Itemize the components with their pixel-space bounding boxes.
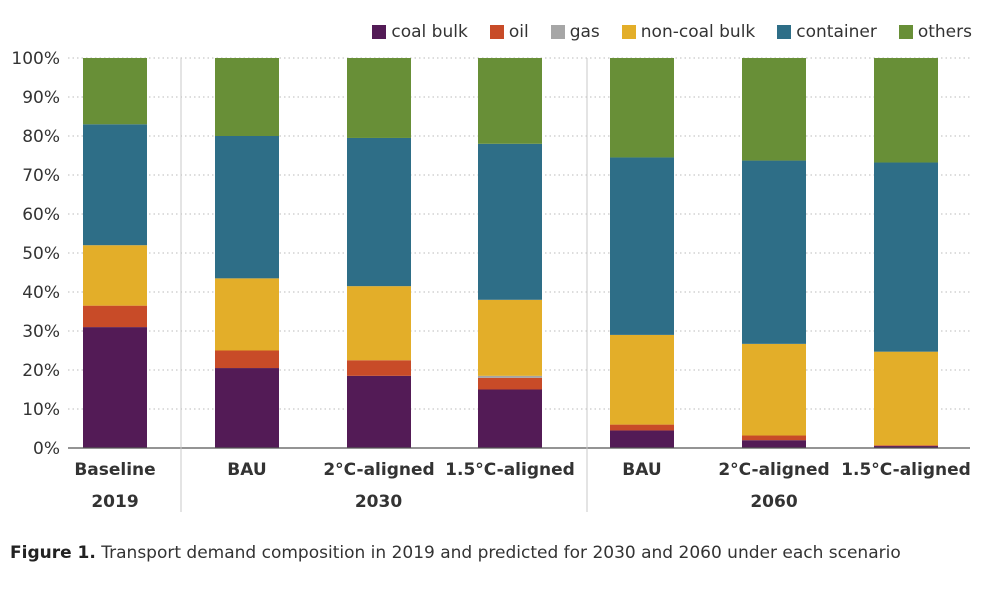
group-label: 2019 <box>91 492 138 512</box>
bar-segment-oil <box>610 424 674 431</box>
legend-item: coal bulk <box>372 22 468 42</box>
y-tick-label: 100% <box>11 49 60 69</box>
x-tick-label: BAU <box>622 460 661 480</box>
legend-item: gas <box>550 22 600 42</box>
bar-segment-container <box>742 160 806 344</box>
bar-segment-oil <box>742 435 806 441</box>
bar-segment-others <box>742 58 806 161</box>
bar-segment-non-coal-bulk <box>215 278 279 351</box>
figure-caption-text: Transport demand composition in 2019 and… <box>95 543 901 563</box>
bar-segment-container <box>610 157 674 335</box>
bar-segment-container <box>478 143 542 300</box>
y-tick-label: 20% <box>22 361 60 381</box>
figure-caption: Figure 1. Transport demand composition i… <box>10 543 901 563</box>
x-tick-label: 2°C-aligned <box>323 460 434 480</box>
bar-segment-others <box>610 58 674 158</box>
x-tick-label: 2°C-aligned <box>718 460 829 480</box>
bar-segment-others <box>874 58 938 163</box>
legend-swatch <box>898 25 913 39</box>
bar-segment-non-coal-bulk <box>83 245 147 306</box>
bar-segment-oil <box>874 445 938 447</box>
bar-segment-container <box>83 124 147 246</box>
figure-caption-label: Figure 1. <box>10 543 96 563</box>
bar-segment-non-coal-bulk <box>610 334 674 425</box>
x-tick-label: 1.5°C-aligned <box>445 460 575 480</box>
legend-label: non-coal bulk <box>640 22 756 42</box>
legend-item: others <box>898 22 972 42</box>
y-tick-label: 60% <box>22 205 60 225</box>
legend-label: coal bulk <box>391 22 468 42</box>
bar-segment-non-coal-bulk <box>742 343 806 436</box>
bar-segment-oil <box>347 360 411 376</box>
legend-item: container <box>777 22 877 42</box>
y-tick-label: 10% <box>22 400 60 420</box>
stacked-bar-chart: 0% 10% 20% 30% 40% 50% 60% 70% 80% 90% 100% Baselin… <box>11 49 971 512</box>
x-tick-label: 1.5°C-aligned <box>841 460 971 480</box>
bar-segment-non-coal-bulk <box>478 299 542 376</box>
bar-segment-others <box>478 58 542 144</box>
legend-swatch <box>621 25 636 39</box>
legend-swatch <box>550 25 565 39</box>
bar-segment-coal-bulk <box>742 440 806 448</box>
legend-item: non-coal bulk <box>621 22 756 42</box>
bar-segment-coal-bulk <box>215 368 279 448</box>
y-tick-label: 0% <box>33 439 60 459</box>
bar-segment-container <box>215 136 279 279</box>
legend-item: oil <box>489 22 529 42</box>
bar-segment-gas <box>478 375 542 378</box>
bar-segment-coal-bulk <box>874 446 938 448</box>
x-tick-label: BAU <box>227 460 266 480</box>
bar-segment-non-coal-bulk <box>874 351 938 446</box>
legend-swatch <box>489 25 504 39</box>
bar-segment-coal-bulk <box>610 430 674 448</box>
bar-segment-oil <box>215 350 279 369</box>
bar-segment-others <box>347 58 411 138</box>
legend-label: others <box>917 22 972 42</box>
bar-segment-others <box>83 58 147 125</box>
y-tick-label: 70% <box>22 166 60 186</box>
y-tick-label: 30% <box>22 322 60 342</box>
legend-label: oil <box>508 22 529 42</box>
group-label: 2060 <box>750 492 797 512</box>
y-tick-label: 90% <box>22 88 60 108</box>
legend-label: gas <box>569 22 600 42</box>
y-tick-label: 40% <box>22 283 60 303</box>
bar-segment-coal-bulk <box>478 389 542 448</box>
y-tick-label: 80% <box>22 127 60 147</box>
x-tick-label: Baseline <box>74 460 155 480</box>
legend-swatch <box>372 25 387 39</box>
bar-segment-non-coal-bulk <box>347 286 411 361</box>
legend: coal bulk oil gas non-coal bulk container oth… <box>372 22 972 42</box>
group-label: 2030 <box>355 492 402 512</box>
bar-segment-container <box>347 137 411 287</box>
y-tick-label: 50% <box>22 244 60 264</box>
legend-label: container <box>796 22 877 42</box>
bar-segment-others <box>215 58 279 136</box>
bar-segment-coal-bulk <box>347 375 411 448</box>
bar-segment-coal-bulk <box>83 327 147 448</box>
legend-swatch <box>777 25 792 39</box>
bar-segment-container <box>874 162 938 352</box>
bar-segment-oil <box>478 377 542 390</box>
bar-segment-oil <box>83 305 147 328</box>
